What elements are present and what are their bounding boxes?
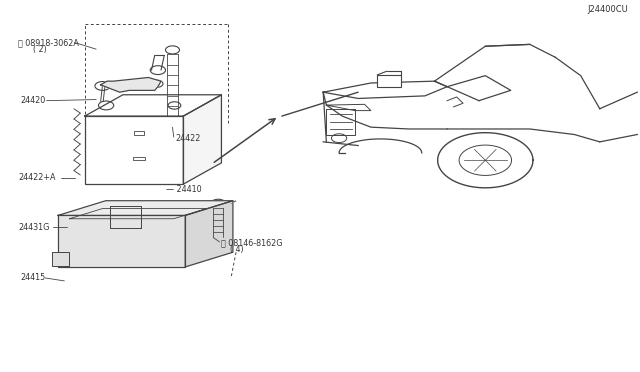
Circle shape (68, 257, 80, 264)
Polygon shape (58, 201, 233, 215)
Bar (84, 116, 183, 184)
Circle shape (142, 218, 165, 231)
Text: Ⓝ 08918-3062A: Ⓝ 08918-3062A (18, 38, 79, 47)
Circle shape (55, 258, 68, 265)
Circle shape (77, 219, 89, 226)
Polygon shape (185, 201, 233, 267)
Text: ( 4): ( 4) (230, 245, 243, 254)
Bar (52, 252, 70, 266)
Text: 24422: 24422 (175, 134, 200, 143)
Circle shape (148, 221, 159, 228)
Text: ( 2): ( 2) (33, 45, 46, 54)
Circle shape (60, 221, 77, 232)
Circle shape (99, 101, 114, 110)
Bar (377, 75, 401, 87)
Bar (132, 157, 145, 160)
Polygon shape (100, 77, 161, 92)
Polygon shape (58, 215, 185, 267)
Circle shape (168, 102, 181, 109)
Circle shape (211, 199, 226, 208)
Circle shape (164, 117, 180, 126)
Circle shape (131, 128, 147, 138)
Circle shape (95, 81, 110, 90)
Polygon shape (84, 95, 221, 116)
Text: J24400CU: J24400CU (588, 5, 628, 14)
Bar (134, 131, 144, 135)
Text: 24422+A: 24422+A (18, 173, 56, 182)
Circle shape (72, 216, 95, 230)
Text: 24415: 24415 (20, 273, 45, 282)
Circle shape (150, 66, 166, 74)
Circle shape (131, 154, 147, 163)
Text: Ⓑ 08146-8162G: Ⓑ 08146-8162G (221, 238, 283, 247)
Text: 24431G: 24431G (18, 223, 49, 232)
Polygon shape (183, 95, 221, 184)
Text: 24420: 24420 (20, 96, 45, 105)
Circle shape (166, 46, 179, 54)
Circle shape (332, 134, 347, 142)
Circle shape (150, 80, 163, 87)
Text: — 24410: — 24410 (166, 185, 202, 194)
